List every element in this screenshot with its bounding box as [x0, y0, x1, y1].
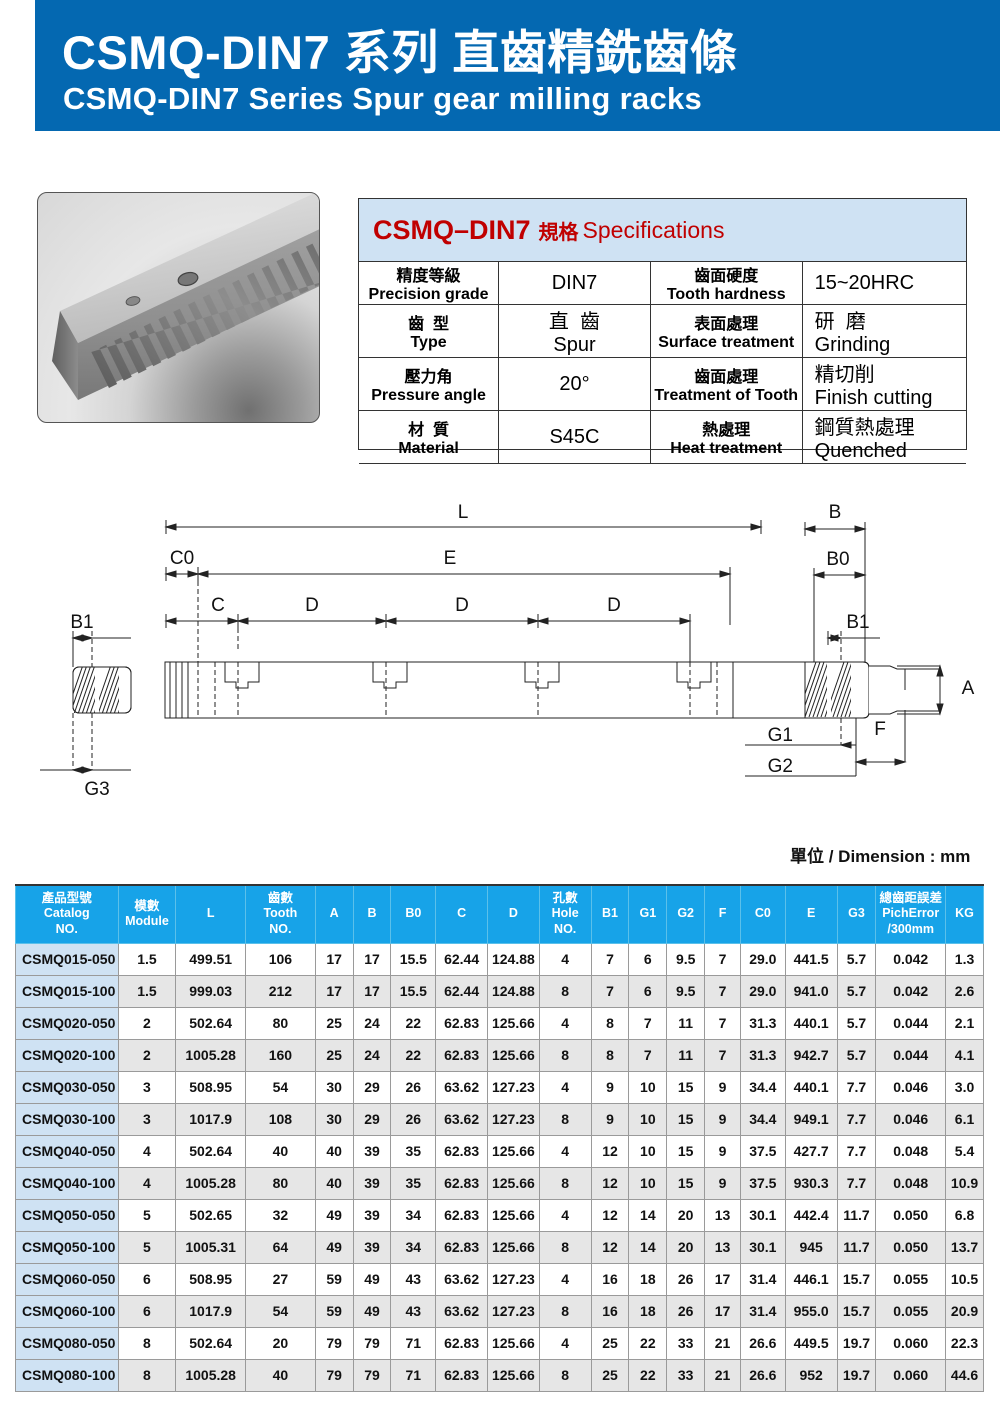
svg-text:C0: C0	[170, 548, 194, 569]
svg-text:G2: G2	[768, 756, 793, 777]
svg-text:D: D	[607, 595, 621, 616]
svg-text:B1: B1	[846, 612, 869, 633]
svg-text:G1: G1	[768, 725, 793, 746]
svg-text:E: E	[444, 548, 457, 569]
svg-text:A: A	[962, 678, 975, 699]
svg-text:B: B	[829, 502, 842, 523]
svg-text:B1: B1	[70, 612, 93, 633]
svg-text:F: F	[874, 719, 886, 740]
svg-text:D: D	[305, 595, 319, 616]
svg-text:G3: G3	[84, 779, 109, 800]
svg-text:B0: B0	[826, 549, 849, 570]
svg-text:C: C	[211, 595, 225, 616]
svg-text:L: L	[458, 502, 469, 523]
svg-text:D: D	[455, 595, 469, 616]
